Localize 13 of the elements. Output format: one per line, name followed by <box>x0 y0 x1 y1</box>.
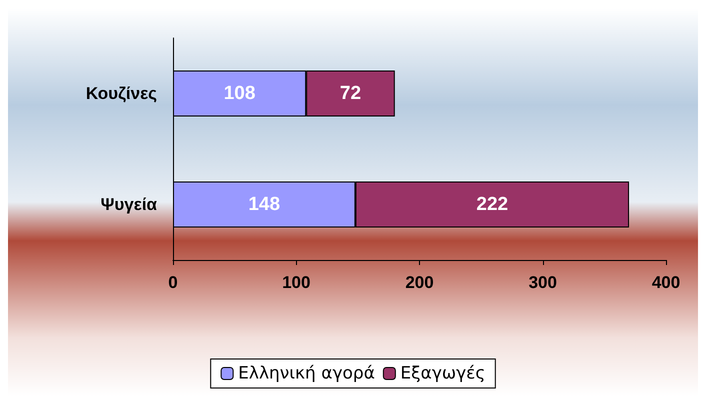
data-label: 222 <box>476 194 508 215</box>
x-tick-label: 400 <box>652 273 680 292</box>
x-tick-label: 0 <box>168 273 178 292</box>
x-tick-label: 100 <box>282 273 310 292</box>
x-tick-label: 200 <box>405 273 434 292</box>
legend-label: Ελληνική αγορά <box>238 364 375 384</box>
data-label: 72 <box>340 83 362 104</box>
y-tick-label: Κουζίνες <box>86 84 158 103</box>
data-label: 148 <box>248 194 280 215</box>
x-tick-label: 300 <box>528 273 557 292</box>
y-tick-label: Ψυγεία <box>100 195 158 214</box>
legend-label: Εξαγωγές <box>400 364 486 384</box>
data-label: 108 <box>224 83 256 104</box>
